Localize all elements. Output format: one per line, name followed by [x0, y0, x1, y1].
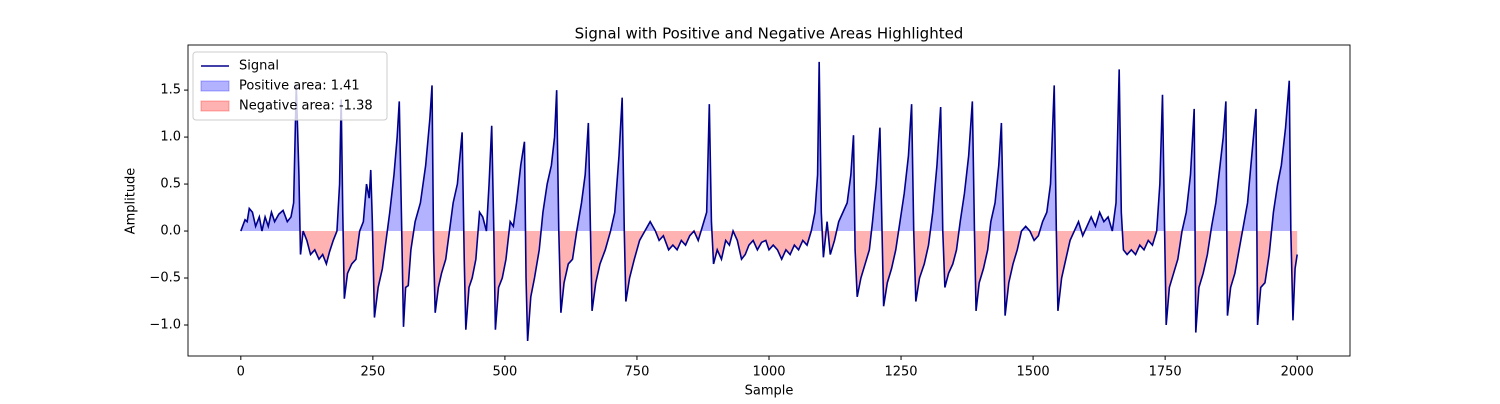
- y-tick-label: 1.0: [160, 130, 181, 145]
- legend-swatch: [200, 80, 230, 92]
- x-tick-label: 250: [360, 365, 385, 380]
- x-tick-label: 500: [492, 365, 517, 380]
- y-axis-label: Amplitude: [124, 168, 139, 235]
- x-axis-label: Sample: [745, 384, 794, 399]
- y-tick-label: 0.0: [160, 224, 181, 239]
- y-tick-label: 1.5: [160, 83, 181, 98]
- fill-area: [240, 61, 1298, 232]
- legend-box: [192, 51, 388, 121]
- x-tick-label: 1500: [1017, 365, 1050, 380]
- legend-label: Negative area: -1.38: [239, 99, 373, 114]
- fill-area: [300, 231, 1298, 341]
- x-tick-label: 750: [625, 365, 650, 380]
- chart-title: Signal with Positive and Negative Areas …: [575, 25, 964, 43]
- signal-line: [240, 61, 1298, 342]
- y-tick-label: 0.5: [160, 177, 181, 192]
- y-tick-label: −0.5: [149, 271, 181, 286]
- x-tick-label: 0: [237, 365, 245, 380]
- x-tick-label: 1750: [1149, 365, 1182, 380]
- legend-label: Positive area: 1.41: [239, 79, 360, 94]
- x-tick-label: 1250: [884, 365, 917, 380]
- legend-swatch: [200, 100, 230, 112]
- legend-label: Signal: [239, 59, 279, 74]
- x-tick-label: 1000: [752, 365, 785, 380]
- y-tick-label: −1.0: [149, 317, 181, 332]
- x-tick-label: 2000: [1281, 365, 1314, 380]
